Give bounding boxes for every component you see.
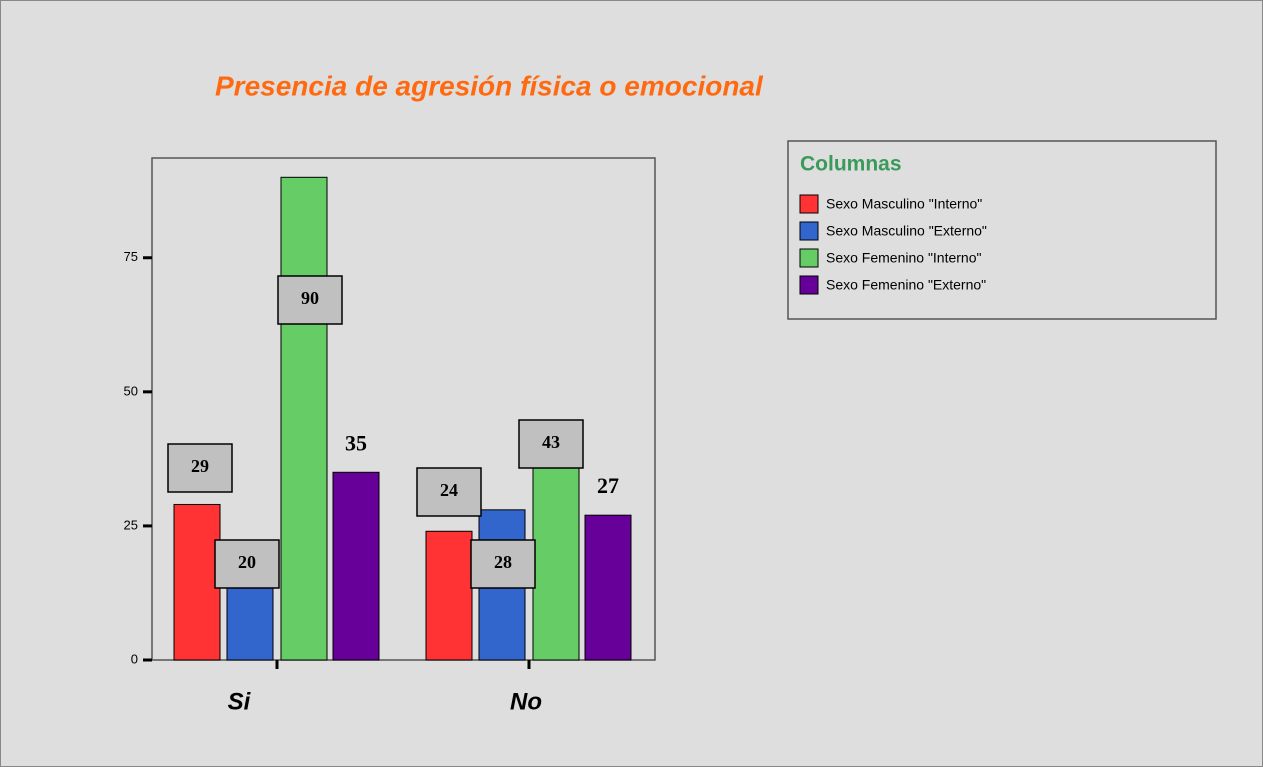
- value-label-box: [167, 443, 233, 493]
- legend-label: Sexo Masculino "Externo": [826, 223, 987, 239]
- y-tick-label: 25: [124, 517, 138, 532]
- value-label-box: [214, 539, 280, 589]
- x-tick-label: Si: [228, 688, 252, 715]
- y-tick-label: 75: [124, 249, 138, 264]
- value-label: 24: [440, 480, 458, 500]
- legend-label: Sexo Femenino "Interno": [826, 250, 982, 266]
- value-label: 29: [191, 456, 209, 476]
- chart-title: Presencia de agresión física o emocional: [215, 70, 764, 101]
- value-label: 27: [597, 473, 619, 498]
- value-label: 20: [238, 552, 256, 572]
- value-label: 90: [301, 288, 319, 308]
- value-label: 35: [345, 430, 367, 455]
- plot-frame: [151, 157, 656, 661]
- bar: [173, 503, 221, 661]
- legend-label: Sexo Femenino "Externo": [826, 277, 986, 293]
- legend-swatch: [799, 221, 819, 241]
- legend-label: Sexo Masculino "Interno": [826, 196, 982, 212]
- value-label-box: [470, 539, 536, 589]
- legend-swatch: [799, 248, 819, 268]
- value-label-box: [416, 467, 482, 517]
- value-label: 28: [494, 552, 512, 572]
- bar: [280, 176, 328, 661]
- bar: [584, 514, 632, 661]
- value-label-box: [277, 275, 343, 325]
- legend-box: [787, 140, 1217, 320]
- y-tick-label: 0: [131, 651, 138, 666]
- legend-swatch: [799, 194, 819, 214]
- legend-swatch: [799, 275, 819, 295]
- bar: [332, 471, 380, 661]
- y-tick-label: 50: [124, 383, 138, 398]
- legend-title: Columnas: [800, 153, 902, 176]
- value-label-box: [518, 419, 584, 469]
- bar: [425, 530, 473, 661]
- x-tick-label: No: [510, 688, 542, 715]
- value-label: 43: [542, 432, 560, 452]
